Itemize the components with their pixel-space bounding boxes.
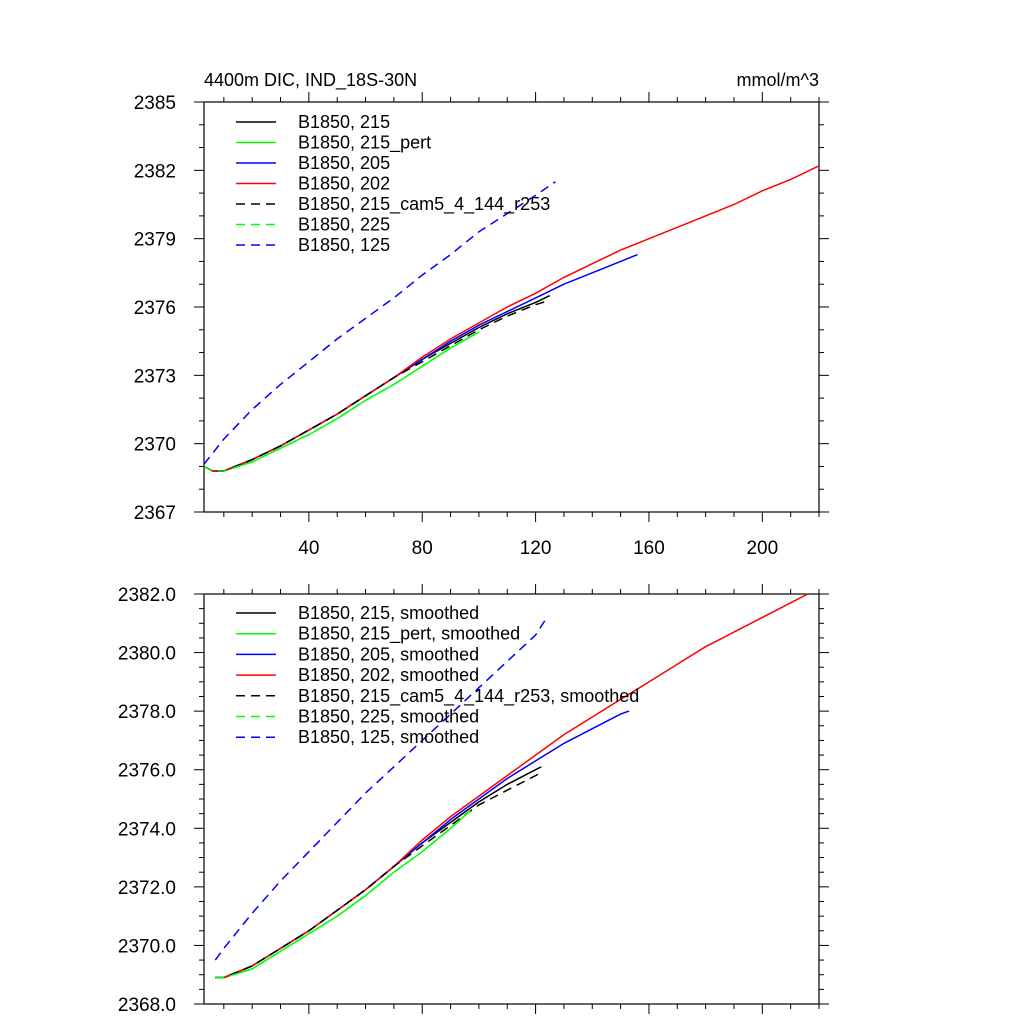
legend-label: B1850, 125: [298, 235, 390, 255]
plot-frame: [203, 101, 820, 513]
y-tick-label: 2368.0: [118, 995, 176, 1016]
y-tick-label: 2370: [134, 435, 176, 456]
units-label: mmol/m^3: [737, 70, 819, 90]
plot-frame: [203, 593, 820, 1005]
y-tick-label: 2376.0: [118, 761, 176, 782]
y-tick-label: 2382.0: [118, 585, 176, 606]
legend-label: B1850, 125, smoothed: [298, 727, 479, 747]
series-line: [203, 331, 480, 472]
y-tick-label: 2367: [134, 503, 176, 524]
legend-label: B1850, 215: [298, 112, 390, 132]
y-tick-label: 2380.0: [118, 644, 176, 665]
x-tick-label: 80: [412, 538, 433, 559]
legend-label: B1850, 205: [298, 153, 390, 173]
legend-label: B1850, 202: [298, 174, 390, 194]
series-line: [203, 299, 551, 472]
legend-label: B1850, 215_cam5_4_144_r253: [298, 194, 550, 215]
series-line: [215, 771, 542, 979]
y-tick-label: 2385: [134, 93, 176, 114]
y-tick-label: 2373: [134, 366, 176, 387]
y-tick-label: 2372.0: [118, 878, 176, 899]
x-tick-label: 160: [633, 538, 665, 559]
x-tick-label: 40: [298, 538, 319, 559]
y-tick-label: 2374.0: [118, 819, 176, 840]
series-line: [215, 710, 630, 979]
legend-label: B1850, 215_cam5_4_144_r253, smoothed: [298, 686, 639, 707]
x-tick-label: 120: [520, 538, 552, 559]
legend-label: B1850, 205, smoothed: [298, 644, 479, 664]
y-tick-label: 2382: [134, 161, 176, 182]
x-tick-label: 200: [746, 538, 778, 559]
legend-label: B1850, 215_pert, smoothed: [298, 624, 520, 645]
panel-top: 40 80 120 160 200 2367 2370 2373 2376 2379 2382 238…: [134, 92, 829, 559]
series-line: [215, 810, 471, 979]
legend-label: B1850, 215, smoothed: [298, 603, 479, 623]
series-line: [203, 294, 551, 472]
y-tick-label: 2378.0: [118, 702, 176, 723]
legend-label: B1850, 225, smoothed: [298, 707, 479, 727]
legend-label: B1850, 202, smoothed: [298, 665, 479, 685]
y-tick-label: 2370.0: [118, 936, 176, 957]
y-tick-label: 2376: [134, 298, 176, 319]
series-line: [214, 616, 548, 961]
panel-bottom: 2368.0 2370.0 2372.0 2374.0 2376.0 2378.0 2380…: [118, 584, 829, 1016]
series-line: [203, 331, 480, 472]
legend-label: B1850, 225: [298, 215, 390, 235]
chart-title: 4400m DIC, IND_18S-30N: [204, 70, 417, 91]
y-tick-label: 2379: [134, 230, 176, 251]
series-line: [203, 181, 556, 465]
legend-label: B1850, 215_pert: [298, 133, 431, 154]
